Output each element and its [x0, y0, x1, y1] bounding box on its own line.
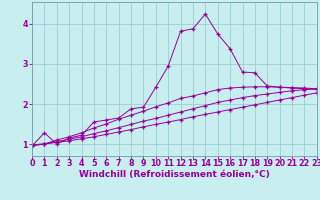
X-axis label: Windchill (Refroidissement éolien,°C): Windchill (Refroidissement éolien,°C) [79, 170, 270, 179]
